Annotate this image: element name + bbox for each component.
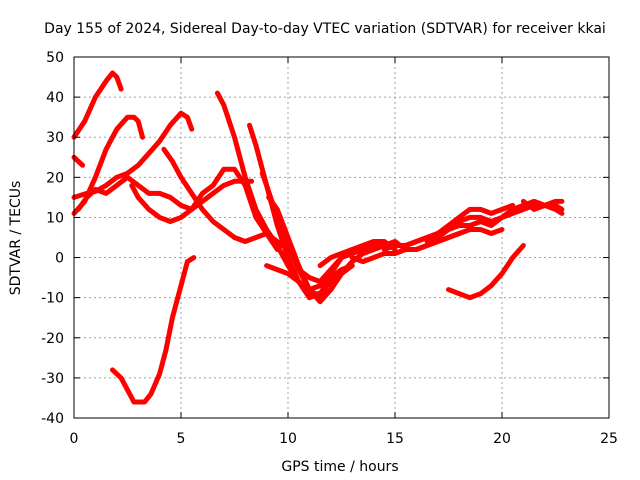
y-tick-label: 50 <box>46 50 64 66</box>
y-tick-label: 40 <box>46 90 64 106</box>
x-tick-label: 5 <box>177 431 186 447</box>
series-track-15 <box>349 227 505 265</box>
series-track-1 <box>71 70 124 140</box>
series-track-6 <box>129 166 280 252</box>
series-track-21 <box>110 255 197 405</box>
y-tick-label: 10 <box>46 210 64 226</box>
series-track-3 <box>71 154 86 168</box>
series-track-5 <box>75 174 255 212</box>
y-tick-label: 30 <box>46 130 64 146</box>
plot-frame <box>73 56 610 419</box>
y-axis-label: SDTVAR / TECUs <box>8 181 24 296</box>
y-tick-label: 20 <box>46 170 64 186</box>
x-axis-label: GPS time / hours <box>281 459 398 475</box>
x-tick-label: 0 <box>70 431 79 447</box>
x-tick-label: 25 <box>600 431 618 447</box>
series-track-12 <box>264 243 387 293</box>
y-tick-label: -10 <box>41 291 64 307</box>
y-tick-label: -40 <box>41 411 64 427</box>
series-track-19 <box>520 198 565 216</box>
y-tick-label: -30 <box>41 371 64 387</box>
y-tick-label: -20 <box>41 331 64 347</box>
axis-ticks: 0 5 10 15 20 25 -40 -30 -20 -10 0 10 20 30 40 50 <box>41 50 618 447</box>
chart-title: Day 155 of 2024, Sidereal Day-to-day VTE… <box>44 21 606 37</box>
y-tick-label: 0 <box>55 251 64 267</box>
grid-lines <box>74 57 609 418</box>
x-tick-label: 10 <box>279 431 297 447</box>
x-tick-label: 15 <box>386 431 404 447</box>
series-track-20 <box>446 243 526 301</box>
x-tick-label: 20 <box>493 431 511 447</box>
data-series <box>71 70 565 405</box>
